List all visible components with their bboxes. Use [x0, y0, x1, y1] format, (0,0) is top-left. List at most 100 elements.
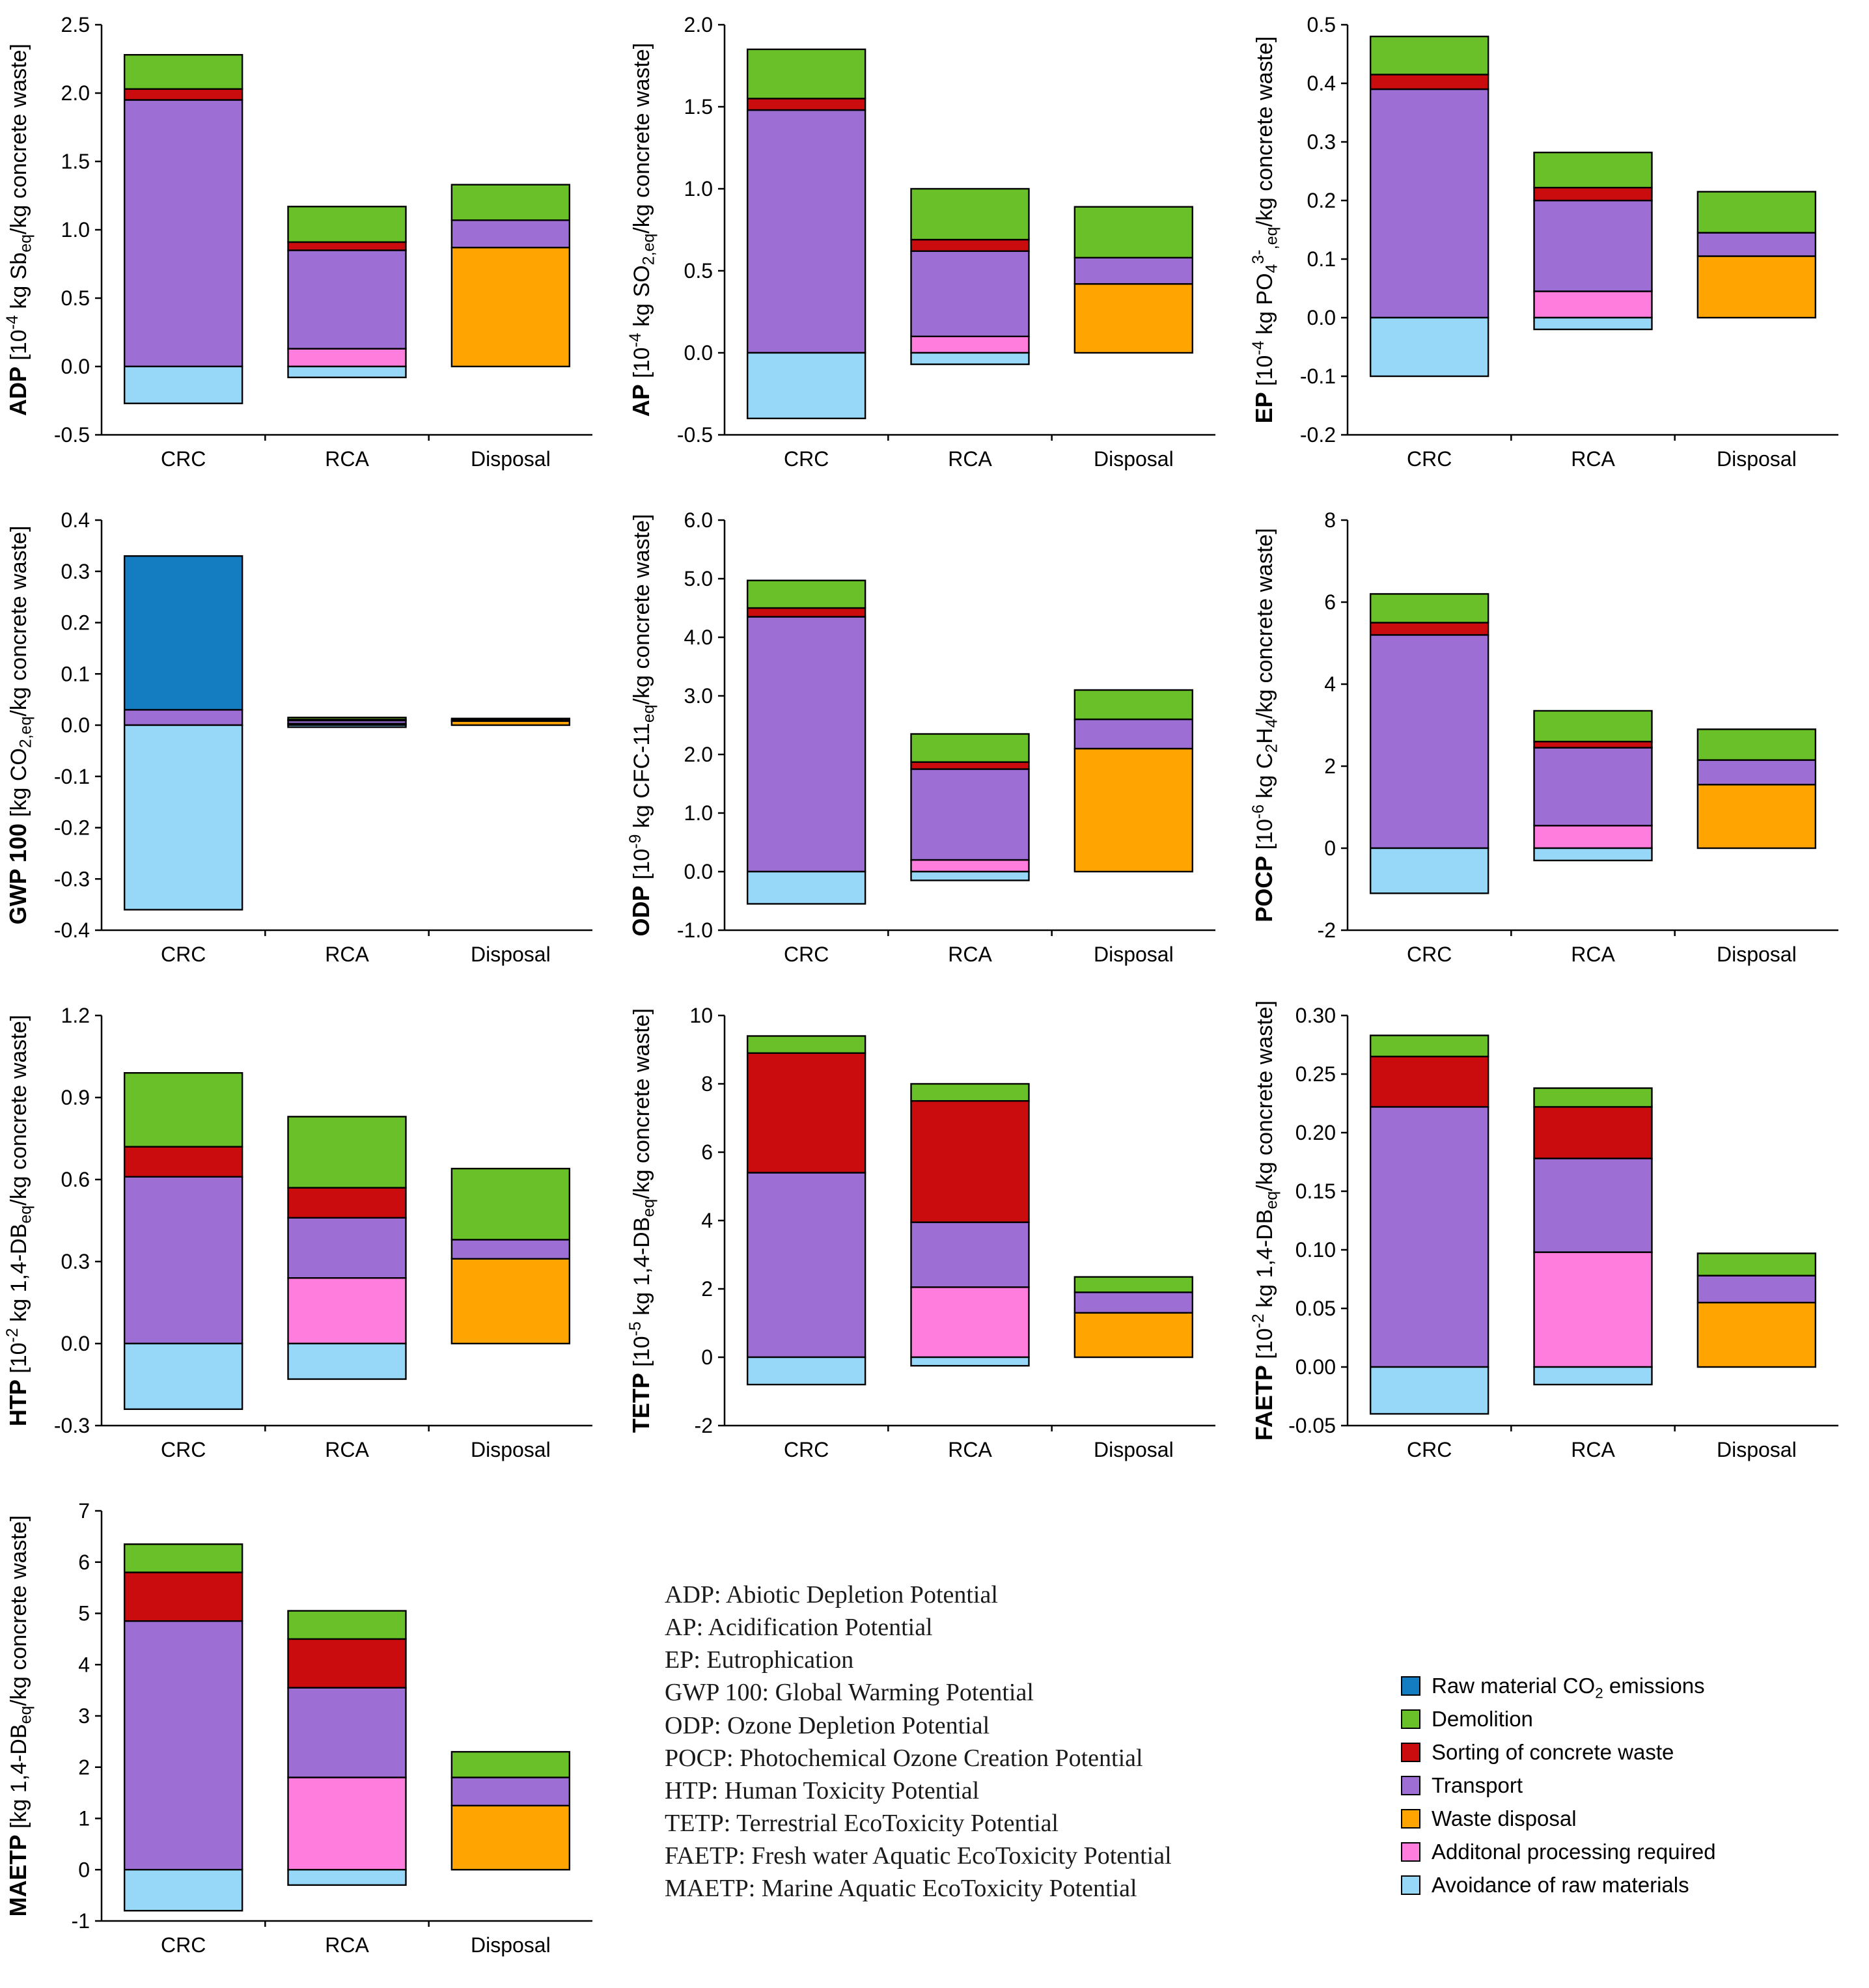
legend-label: Raw material CO2 emissions	[1432, 1674, 1705, 1702]
x-category-label: RCA	[1571, 943, 1615, 966]
legend-items: Raw material CO2 emissions Demolition Sort…	[1401, 1674, 1869, 1898]
y-tick-label: 0.2	[1307, 189, 1336, 212]
bar-segment-transport	[1696, 1275, 1817, 1304]
y-axis-label: FAETP [10-2 kg 1,4-DBeq/kg concrete wast…	[1250, 1001, 1281, 1441]
y-tick-label: 1.0	[684, 177, 713, 200]
legend: Raw material CO2 emissions Demolition Sort…	[1250, 1493, 1869, 1988]
bar-segment-demolition	[123, 1071, 243, 1148]
bar-segment-avoidance	[1369, 1366, 1489, 1415]
bar-segment-demolition	[746, 48, 866, 100]
bar-segment-demolition	[287, 1116, 407, 1189]
bar-segment-transport	[910, 1221, 1030, 1288]
y-tick-label: 0.1	[61, 662, 90, 685]
bar-segment-avoidance	[123, 724, 243, 911]
bar-segment-avoidance	[287, 365, 407, 378]
bar-segment-transport	[123, 709, 243, 726]
bar-segment-processing	[910, 335, 1030, 354]
y-tick-label: -0.05	[1288, 1414, 1336, 1437]
bar-segment-demolition	[910, 1083, 1030, 1102]
y-tick-label: 2	[701, 1277, 713, 1301]
legend-swatch-avoidance	[1401, 1875, 1420, 1895]
x-category-label: CRC	[1407, 943, 1452, 966]
legend-item-transport: Transport	[1401, 1773, 1869, 1798]
bar-segment-processing	[287, 1277, 407, 1345]
chart-tetp: -2 0 2 4 6 8 10 CRC RCA Disposal TETP [10-5 kg 1,4…	[626, 997, 1250, 1493]
y-tick-label: -0.1	[1300, 365, 1336, 388]
chart-svg-gwp: -0.4 -0.3 -0.2 -0.1 0.0 0.1 0.2 0.3 0.4 CRC RCA Dis…	[5, 508, 592, 966]
chart-odp: -1.0 0.0 1.0 2.0 3.0 4.0 5.0 6.0 CRC RCA Disposal O…	[626, 502, 1250, 997]
bar-segment-sorting	[1369, 74, 1489, 90]
y-tick-label: 5	[78, 1602, 90, 1625]
y-axis-label: ADP [10-4 kg Sbeq/kg concrete waste]	[4, 44, 35, 416]
chart-gwp: -0.4 -0.3 -0.2 -0.1 0.0 0.1 0.2 0.3 0.4 CRC RCA Dis…	[4, 502, 627, 997]
bar-segment-transport	[1533, 1157, 1653, 1253]
bar-segment-disposal	[450, 1258, 571, 1345]
bar-segment-sorting	[123, 88, 243, 101]
abbreviation-line: MAETP: Marine Aquatic EcoToxicity Potent…	[665, 1875, 1137, 1903]
y-tick-label: 0.5	[1307, 13, 1336, 36]
legend-swatch-transport	[1401, 1776, 1420, 1795]
bar-segment-avoidance	[910, 1356, 1030, 1367]
y-tick-label: -0.3	[54, 867, 90, 890]
x-category-label: CRC	[161, 1438, 206, 1461]
y-tick-label: -2	[1318, 918, 1336, 942]
bar-segment-transport	[1369, 88, 1489, 319]
bar-segment-transport	[1073, 1291, 1194, 1314]
chart-svg-faetp: -0.05 0.00 0.05 0.10 0.15 0.20 0.25 0.30 CRC RCA D…	[1249, 1001, 1838, 1461]
y-tick-label: 0.00	[1295, 1355, 1336, 1379]
y-tick-label: 1	[78, 1807, 90, 1830]
bar-segment-raw	[123, 555, 243, 711]
y-tick-label: 0.05	[1295, 1297, 1336, 1320]
bar-segment-sorting	[910, 238, 1030, 252]
y-axis-label: MAETP [kg 1,4-DBeq/kg concrete waste]	[5, 1515, 35, 1917]
bar-segment-processing	[287, 1776, 407, 1871]
chart-svg-adp: -0.5 0.0 0.5 1.0 1.5 2.0 2.5 CRC RCA Disposal ADP …	[3, 13, 592, 471]
bar-segment-disposal	[1073, 1312, 1194, 1359]
bar-segment-avoidance	[123, 365, 243, 404]
legend-label: Waste disposal	[1432, 1806, 1577, 1830]
bar-segment-processing	[1533, 1251, 1653, 1368]
bar-segment-transport	[910, 250, 1030, 338]
y-tick-label: 2.0	[684, 13, 713, 36]
x-category-label: Disposal	[471, 447, 551, 471]
chart-pocp: -2 0 2 4 6 8 CRC RCA Disposal POCP [10-6 kg C2H4/…	[1249, 502, 1869, 997]
bar-segment-processing	[1533, 290, 1653, 319]
chart-faetp: -0.05 0.00 0.05 0.10 0.15 0.20 0.25 0.30 CRC RCA D…	[1249, 997, 1869, 1493]
bar-segment-sorting	[910, 761, 1030, 770]
abbreviation-line: ADP: Abiotic Depletion Potential	[665, 1581, 998, 1608]
y-tick-label: 0.0	[684, 860, 713, 883]
y-tick-label: 5.0	[684, 567, 713, 590]
bar-segment-transport	[287, 249, 407, 350]
bar-segment-sorting	[123, 1146, 243, 1178]
bar-segment-demolition	[450, 1750, 571, 1778]
abbreviation-line: EP: Eutrophication	[665, 1646, 854, 1674]
bar-segment-sorting	[746, 1052, 866, 1174]
y-tick-label: 0.0	[1307, 306, 1336, 329]
bar-segment-demolition	[910, 733, 1030, 763]
bar-segment-demolition	[287, 206, 407, 243]
bar-segment-transport	[1696, 232, 1817, 257]
y-tick-label: 0.5	[61, 286, 90, 310]
bar-segment-avoidance	[746, 352, 866, 420]
legend-label: Additonal processing required	[1432, 1840, 1716, 1864]
x-category-label: Disposal	[471, 1933, 551, 1957]
y-tick-label: 0.6	[61, 1168, 90, 1191]
legend-label: Avoidance of raw materials	[1432, 1873, 1689, 1897]
x-category-label: CRC	[161, 1933, 206, 1957]
legend-swatch-demolition	[1401, 1709, 1420, 1729]
chart-ep: -0.2 -0.1 0.0 0.1 0.2 0.3 0.4 0.5 CRC RCA Disposal…	[1249, 7, 1869, 502]
chart-htp: -0.3 0.0 0.3 0.6 0.9 1.2 CRC RCA Disposal HTP [10…	[3, 997, 627, 1493]
x-category-label: Disposal	[1717, 943, 1797, 966]
y-tick-label: 0.20	[1295, 1121, 1336, 1144]
x-category-label: Disposal	[471, 943, 551, 966]
y-tick-label: 0.10	[1295, 1238, 1336, 1262]
abbreviation-line: ODP: Ozone Depletion Potential	[665, 1711, 990, 1739]
y-tick-label: 0.0	[684, 341, 713, 365]
bar-segment-disposal	[1073, 747, 1194, 873]
abbreviation-line: AP: Acidification Potential	[665, 1614, 933, 1642]
bar-segment-disposal	[1696, 784, 1817, 849]
y-tick-label: 0	[78, 1858, 90, 1881]
x-category-label: RCA	[1571, 447, 1615, 471]
bar-segment-sorting	[1533, 1106, 1653, 1159]
